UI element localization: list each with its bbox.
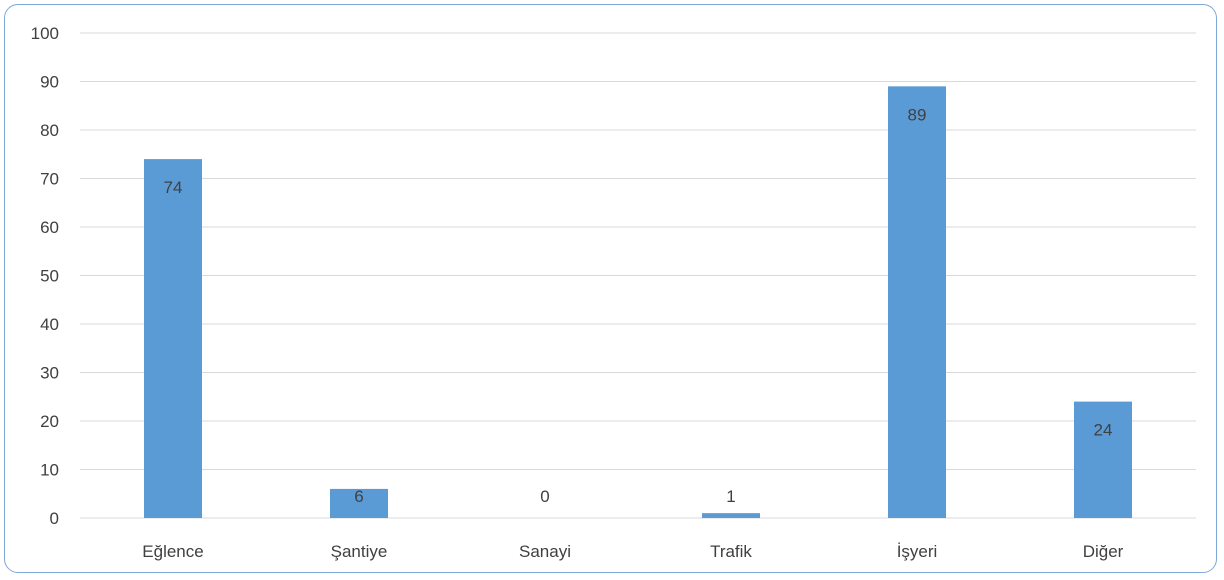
data-label: 1 xyxy=(726,487,735,506)
y-tick-label: 10 xyxy=(40,461,59,480)
x-tick-label: Sanayi xyxy=(519,542,571,561)
data-label: 24 xyxy=(1094,421,1113,440)
y-tick-label: 40 xyxy=(40,315,59,334)
bar xyxy=(330,488,388,518)
data-label: 0 xyxy=(540,487,549,506)
bar xyxy=(144,159,202,518)
data-label: 89 xyxy=(908,105,927,124)
y-axis-ticks: 0 10 20 30 40 50 60 70 80 90 100 xyxy=(31,24,59,528)
x-tick-label: Eğlence xyxy=(142,542,203,561)
chart-frame xyxy=(4,4,1217,573)
bar xyxy=(888,86,946,518)
y-tick-label: 100 xyxy=(31,24,59,43)
y-tick-label: 30 xyxy=(40,364,59,383)
x-tick-label: Diğer xyxy=(1083,542,1124,561)
y-tick-label: 70 xyxy=(40,170,59,189)
x-tick-label: Şantiye xyxy=(331,542,388,561)
data-label: 6 xyxy=(354,487,363,506)
y-tick-label: 50 xyxy=(40,267,59,286)
y-tick-label: 80 xyxy=(40,121,59,140)
y-tick-label: 0 xyxy=(50,509,59,528)
y-tick-label: 60 xyxy=(40,218,59,237)
gridlines xyxy=(80,32,1196,519)
x-tick-label: İşyeri xyxy=(897,542,938,561)
bar xyxy=(1074,401,1132,518)
y-tick-label: 20 xyxy=(40,412,59,431)
data-label: 74 xyxy=(164,178,183,197)
data-labels: 74 6 0 1 89 24 xyxy=(164,105,1113,506)
bar xyxy=(702,513,760,518)
x-tick-label: Trafik xyxy=(710,542,752,561)
y-tick-label: 90 xyxy=(40,73,59,92)
x-axis-ticks: Eğlence Şantiye Sanayi Trafik İşyeri Diğer xyxy=(142,542,1123,561)
bars xyxy=(144,86,1132,518)
